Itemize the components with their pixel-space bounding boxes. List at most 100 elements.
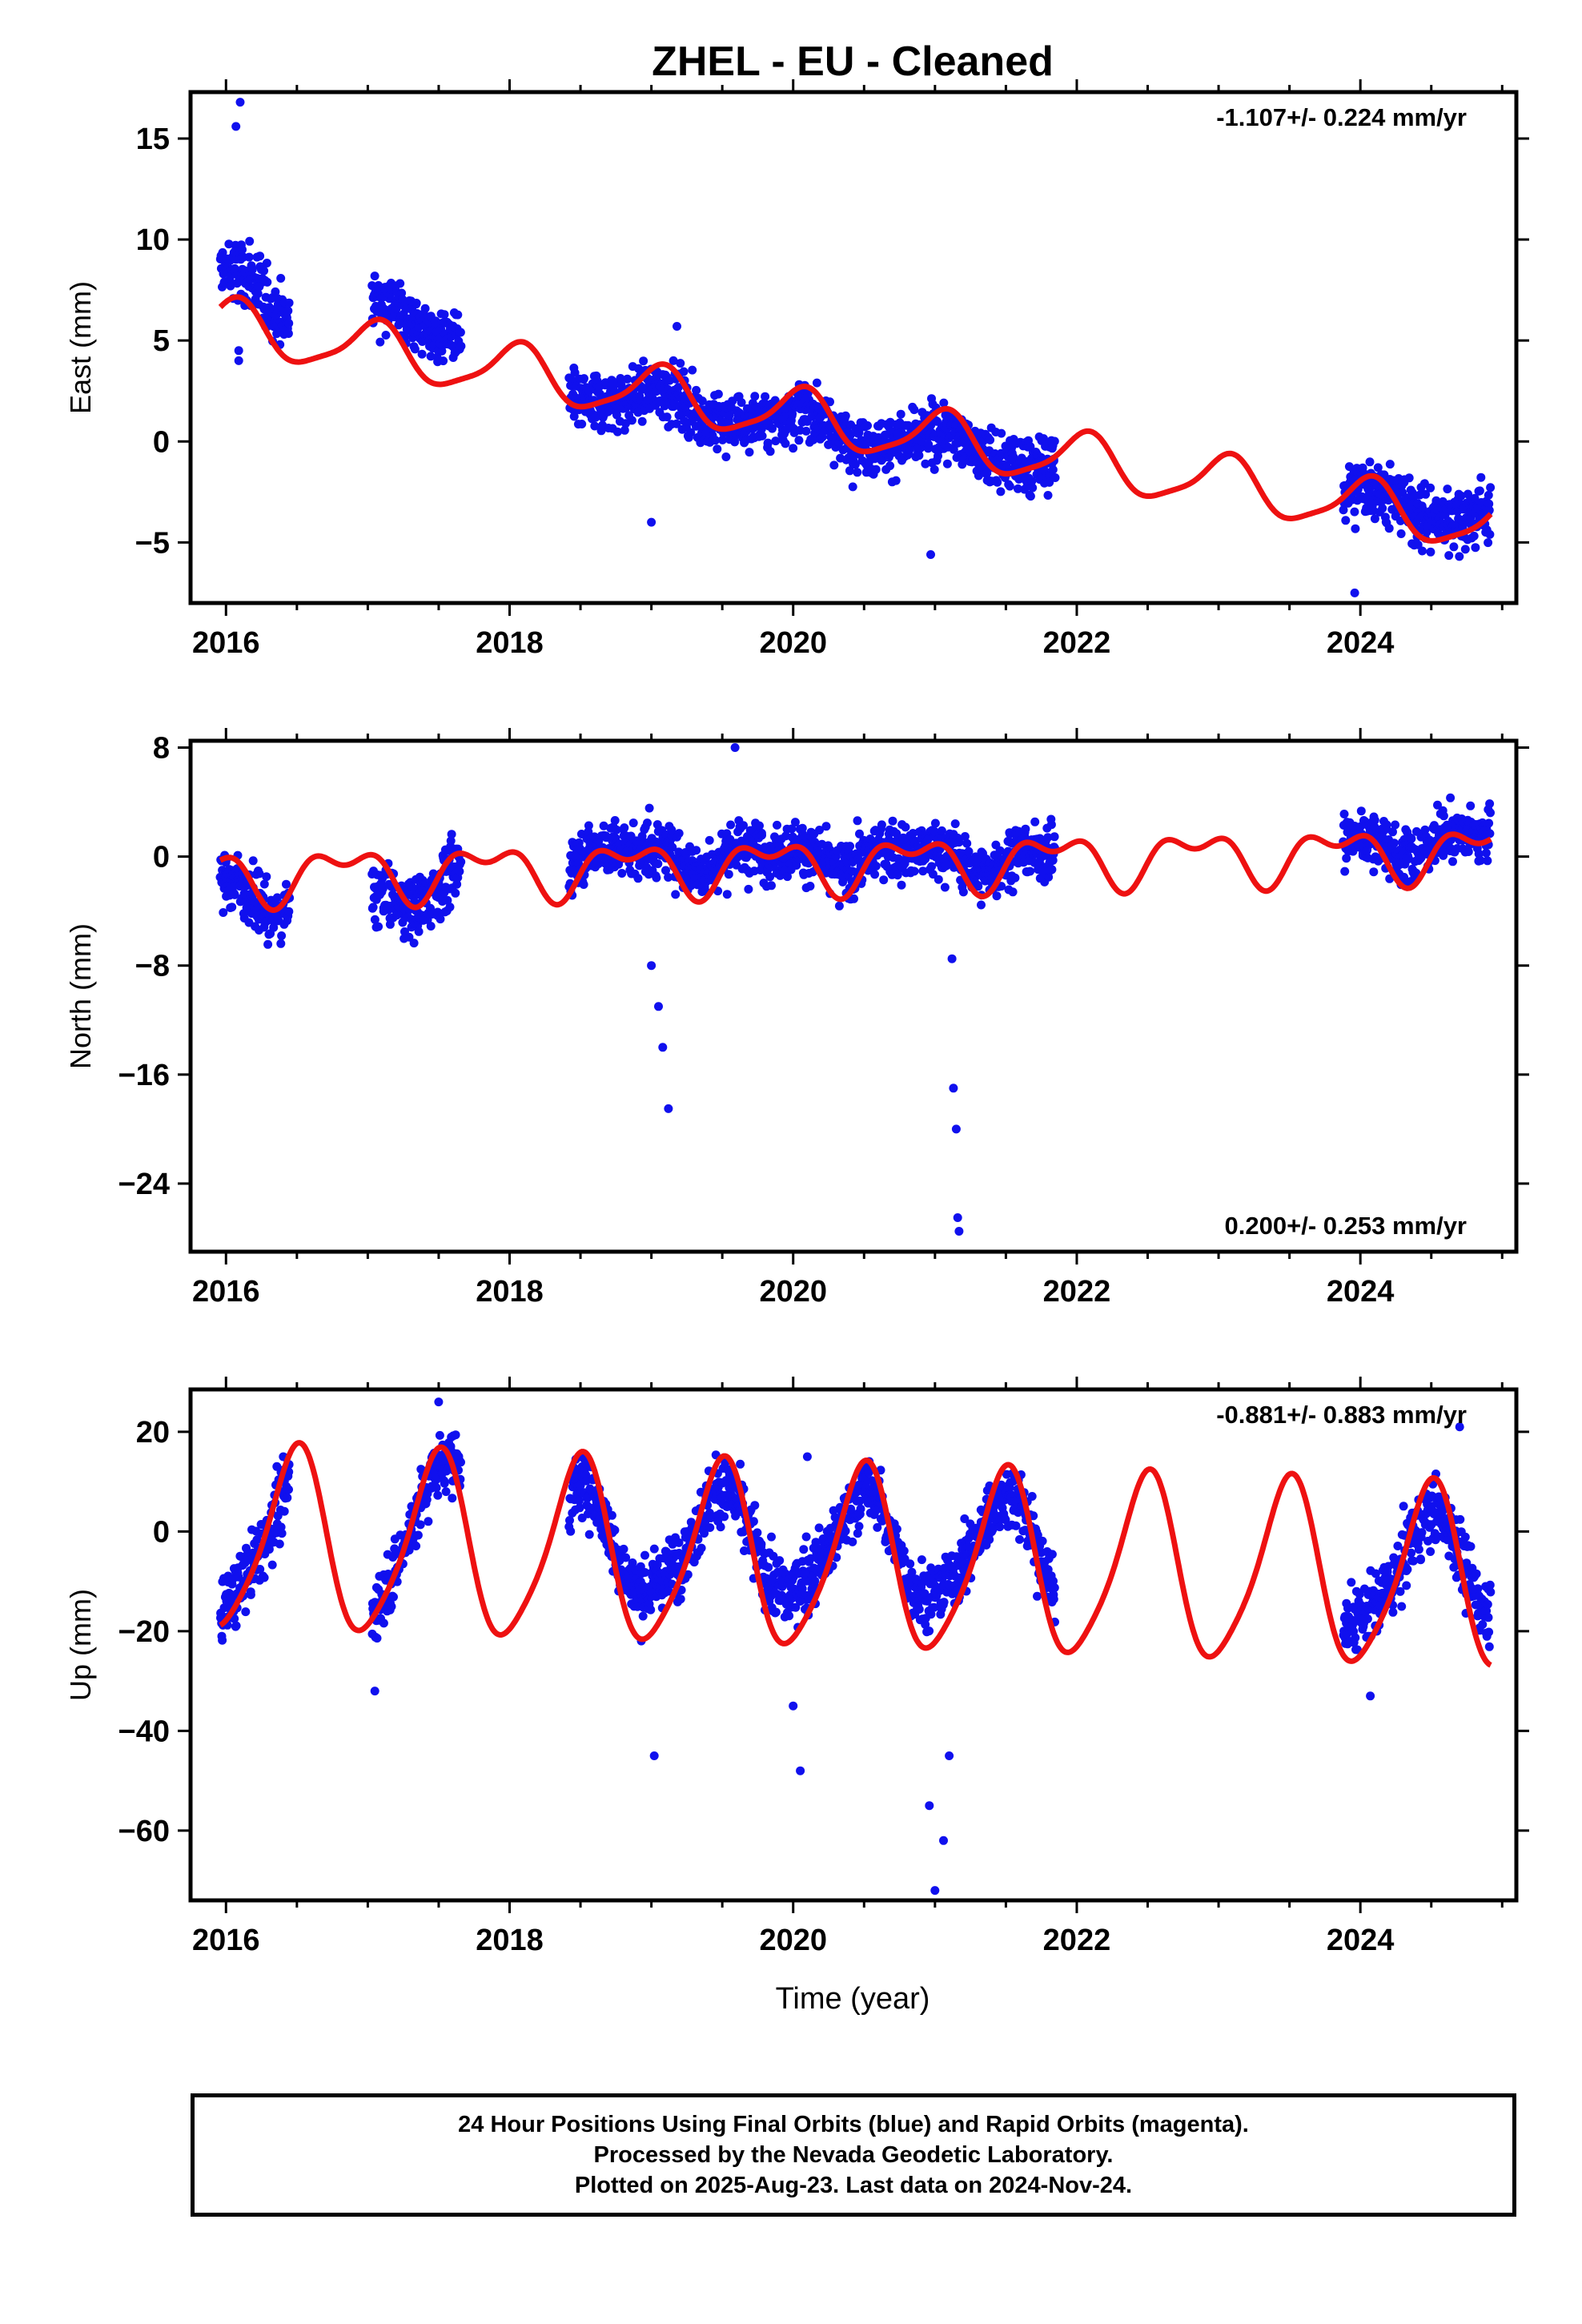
east-data-point [1455, 552, 1464, 561]
east-data-point [765, 447, 775, 456]
east-data-point [718, 435, 727, 444]
up-data-point [856, 1504, 865, 1514]
up-data-point [372, 1634, 382, 1643]
east-data-point [396, 279, 405, 288]
east-data-point [263, 277, 272, 287]
north-data-point [705, 835, 714, 845]
east-data-point [456, 328, 465, 337]
east-data-point [235, 98, 245, 107]
east-data-point [721, 452, 731, 461]
east-data-point [881, 430, 891, 440]
north-data-point [951, 1124, 961, 1134]
east-data-point [381, 331, 391, 340]
up-data-point [791, 1602, 801, 1612]
up-data-point [640, 1568, 650, 1577]
north-data-point [909, 866, 919, 876]
north-data-point [1474, 849, 1484, 858]
north-data-point [888, 816, 897, 826]
east-data-point [713, 444, 722, 454]
east-data-point [713, 389, 723, 399]
north-data-point [995, 846, 1005, 855]
east-data-point [697, 396, 707, 406]
east-data-point [247, 265, 257, 274]
east-data-point [1444, 551, 1454, 561]
east-data-point [420, 304, 430, 313]
east-data-point [789, 444, 798, 453]
north-data-point [1340, 866, 1350, 876]
east-data-point [924, 440, 934, 449]
north-data-point [954, 838, 964, 847]
up-data-point [231, 1621, 241, 1630]
north-data-point [870, 870, 880, 879]
east-data-point [1005, 481, 1014, 491]
north-data-point [647, 961, 656, 971]
east-data-point [244, 252, 254, 262]
east-data-point [896, 409, 905, 419]
east-x-tick-label: 2024 [1327, 626, 1395, 660]
north-data-point [409, 939, 419, 948]
east-data-point [885, 461, 895, 471]
north-data-point [1356, 806, 1366, 816]
east-data-point [1013, 484, 1022, 493]
east-data-point [1475, 486, 1484, 496]
north-data-point [1391, 820, 1400, 830]
east-data-point [1469, 531, 1479, 541]
east-data-point [230, 263, 239, 273]
east-data-point [1484, 490, 1493, 500]
north-y-tick-label: 8 [153, 732, 170, 766]
north-data-point [1388, 827, 1397, 837]
north-data-point [1448, 857, 1457, 866]
up-data-point [930, 1602, 939, 1612]
east-data-point [1456, 491, 1466, 501]
north-data-point [1420, 825, 1430, 834]
east-data-point [1484, 505, 1494, 515]
north-data-point [643, 818, 652, 828]
up-data-point [607, 1510, 616, 1520]
north-data-point [958, 887, 968, 897]
north-data-point [404, 932, 414, 942]
east-data-point [679, 367, 689, 376]
north-data-point [1446, 793, 1456, 802]
up-data-point [387, 1602, 396, 1611]
north-data-point [628, 818, 638, 828]
up-data-point [284, 1485, 293, 1494]
east-data-point [410, 344, 420, 354]
north-data-point [845, 842, 855, 851]
east-data-point [745, 448, 754, 457]
up-data-point [433, 1490, 443, 1500]
up-data-point [1351, 1633, 1360, 1642]
east-data-point [375, 337, 385, 347]
up-data-point [259, 1573, 269, 1582]
north-data-point [644, 803, 654, 813]
east-data-point [921, 459, 930, 468]
north-data-point [730, 743, 740, 752]
north-data-point [787, 824, 797, 834]
north-data-point [974, 882, 983, 891]
north-data-point [633, 874, 643, 883]
up-data-point [252, 1535, 262, 1545]
east-data-point [871, 464, 881, 474]
north-data-point [612, 825, 621, 834]
east-data-point [639, 356, 648, 366]
north-data-point [805, 882, 815, 891]
east-data-point [996, 487, 1006, 497]
up-data-point [1050, 1583, 1059, 1593]
north-x-tick-label: 2018 [476, 1275, 544, 1309]
east-data-point [231, 122, 241, 131]
east-data-point [238, 245, 247, 255]
east-data-point [1350, 588, 1359, 597]
east-data-point [692, 385, 701, 395]
up-data-point [846, 1504, 856, 1514]
east-data-point [245, 236, 255, 246]
east-data-point [1384, 524, 1394, 533]
east-data-point [781, 439, 790, 448]
up-data-point [716, 1522, 725, 1532]
up-data-point [565, 1516, 574, 1525]
north-data-point [744, 884, 753, 894]
north-data-point [455, 866, 464, 876]
up-data-point [1047, 1550, 1057, 1559]
north-data-point [962, 838, 972, 848]
north-data-point [1339, 810, 1349, 818]
east-data-point [1431, 496, 1441, 505]
up-data-point [1363, 1614, 1372, 1623]
